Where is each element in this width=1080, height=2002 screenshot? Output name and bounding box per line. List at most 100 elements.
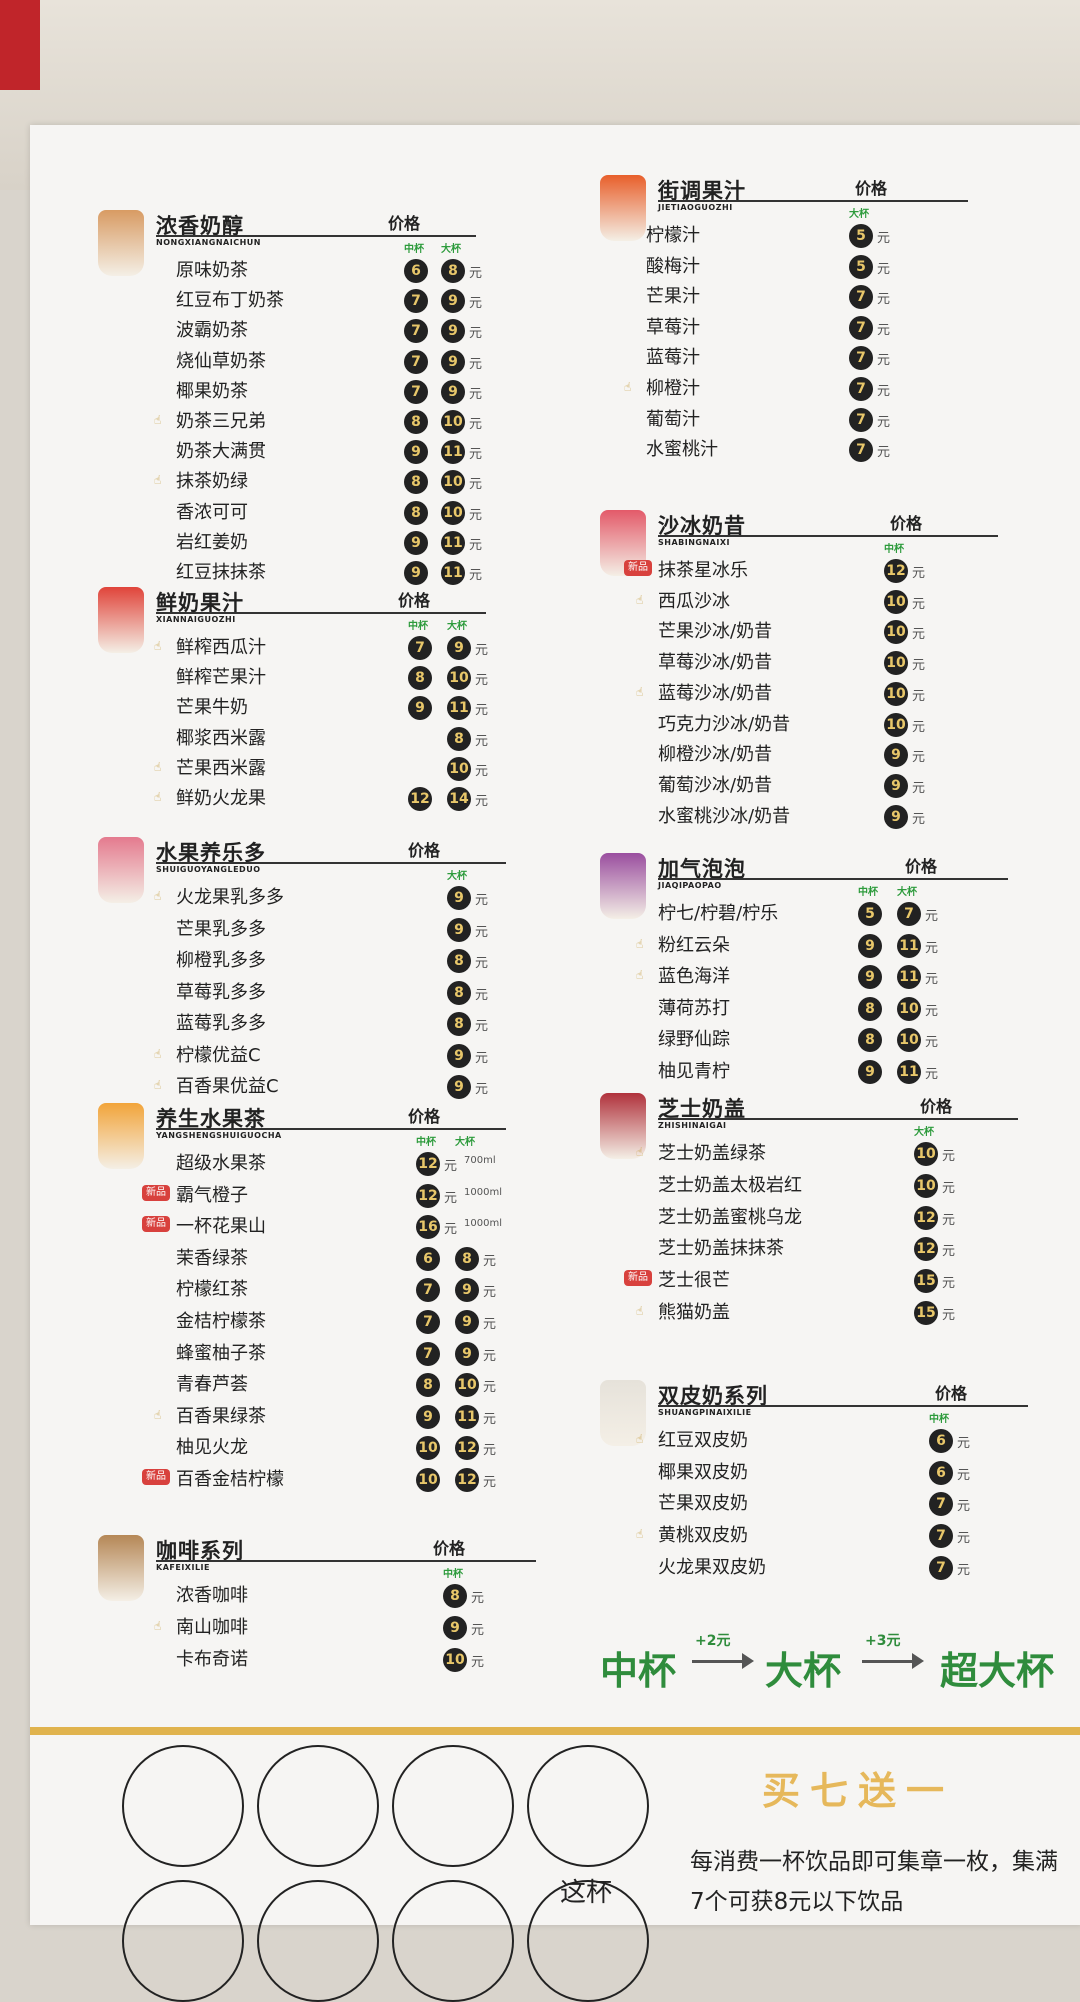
price-large: 10	[884, 620, 908, 645]
thumbs-up-icon: ☝	[154, 1046, 162, 1061]
item-name: 香浓可可	[176, 501, 248, 523]
price-large: 15	[914, 1301, 938, 1325]
currency-unit: 元	[877, 231, 891, 246]
price-medium: 5	[858, 902, 882, 926]
price-medium: 16	[416, 1215, 440, 1240]
menu-item-row: ☝ 红豆双皮奶 6 元	[600, 1426, 1080, 1453]
item-name: 蓝色海洋	[658, 966, 730, 988]
currency-unit: 元	[483, 1411, 497, 1427]
item-name: 波霸奶茶	[176, 320, 248, 342]
price-large: 9	[441, 349, 465, 374]
price-large: 9	[447, 917, 471, 942]
section-rule	[658, 200, 968, 202]
currency-unit: 元	[471, 1591, 485, 1606]
item-name: 浓香咖啡	[176, 1585, 248, 1606]
price-medium: 9	[404, 561, 428, 585]
item-name: 茉香绿茶	[176, 1247, 248, 1269]
menu-item-row: 蓝莓乳多多 8 元	[98, 1009, 658, 1036]
menu-item-row: ☝ 西瓜沙冰 10 元	[600, 587, 1080, 614]
price-large: 7	[849, 377, 873, 401]
item-name: 蓝莓汁	[646, 347, 700, 369]
price-large: 10	[897, 1028, 921, 1053]
menu-item-row: ☝ 黄桃双皮奶 7 元	[600, 1521, 1080, 1549]
section-title: 街调果汁	[658, 179, 746, 203]
section-drink-image	[98, 210, 144, 276]
cup-size-medium: 中杯	[600, 1649, 677, 1693]
menu-section-shuiguo: 水果养乐多 SHUIGUOYANGLEDUO 价格 大杯 ☝ 火龙果乳多多 9 元芒果乳多多 9…	[98, 837, 658, 1128]
menu-item-row: 草莓汁 7 元	[600, 313, 1080, 340]
menu-section-shuangpi: 双皮奶系列 SHUANGPINAIXILIE 价格 中杯 ☝ 红豆双皮奶 6 元椰果双皮奶 6 元…	[600, 1380, 1080, 1609]
cup-upgrade-strip: 中杯 +2元 大杯 +3元 超大杯	[600, 1633, 1070, 1710]
price-large: 10	[884, 651, 908, 676]
price-large: 9	[441, 319, 465, 344]
price-large: 10	[897, 996, 921, 1021]
item-name: 鲜榨西瓜汁	[176, 637, 266, 658]
section-pinyin: XIANNAIGUOZHI	[156, 615, 236, 624]
thumbs-up-icon: ☝	[154, 790, 162, 804]
price-large: 9	[441, 289, 465, 314]
thumbs-up-icon: ☝	[636, 968, 644, 983]
currency-unit: 元	[475, 643, 489, 658]
item-name: 红豆双皮奶	[658, 1430, 748, 1451]
thumbs-up-icon: ☝	[636, 1527, 644, 1542]
price-medium: 7	[416, 1310, 440, 1334]
currency-unit: 元	[475, 673, 489, 689]
currency-unit: 元	[475, 1050, 489, 1066]
gold-divider	[30, 1727, 1080, 1735]
thumbs-up-icon: ☝	[636, 1145, 644, 1159]
size-label: 大杯	[914, 1127, 934, 1138]
section-rule	[156, 1560, 536, 1562]
menu-item-row: 巧克力沙冰/奶昔 10 元	[600, 710, 1080, 737]
price-medium: 8	[443, 1584, 467, 1608]
new-item-badge: 新品	[624, 560, 652, 576]
menu-item-row: ☝ 蓝色海洋 9 11 元	[600, 962, 1080, 990]
price-medium: 6	[404, 259, 428, 283]
size-label: 中杯	[858, 887, 878, 898]
section-title: 加气泡泡	[658, 857, 746, 881]
price-large: 9	[447, 886, 471, 910]
thumbs-up-icon: ☝	[636, 936, 644, 951]
price-medium: 7	[404, 349, 428, 374]
menu-item-row: 新品 百香金桔柠檬 10 12 元	[98, 1465, 658, 1492]
price-large: 12	[455, 1468, 479, 1492]
menu-item-row: 芝士奶盖抹抹茶 12 元	[600, 1234, 1080, 1262]
menu-item-row: 卡布奇诺 10 元	[98, 1645, 658, 1672]
currency-unit: 元	[469, 568, 483, 583]
menu-item-row: ☝ 鲜榨西瓜汁 7 9 元	[98, 633, 658, 660]
volume-note: 700ml	[464, 1155, 496, 1166]
currency-unit: 元	[942, 1180, 956, 1196]
item-name: 芒果乳多多	[176, 918, 266, 940]
menu-section-kafei: 咖啡系列 KAFEIXILIE 价格 中杯 浓香咖啡 8 元 ☝ 南山咖啡 9 元卡布奇诺 10 元	[98, 1535, 658, 1701]
size-label: 大杯	[455, 1137, 475, 1148]
currency-unit: 元	[483, 1475, 497, 1490]
price-large: 11	[447, 696, 471, 721]
item-name: 柠檬汁	[646, 225, 700, 246]
price-medium: 6	[416, 1246, 440, 1271]
menu-item-row: 柚见青柠 9 11 元	[600, 1057, 1080, 1084]
currency-unit: 元	[471, 1655, 485, 1670]
price-large: 11	[441, 561, 465, 585]
price-large: 8	[447, 949, 471, 973]
price-large: 7	[897, 902, 921, 926]
item-name: 芒果沙冰/奶昔	[658, 621, 773, 643]
price-large: 5	[849, 224, 873, 248]
menu-section-jiaqi: 加气泡泡 JIAQIPAOPAO 价格 中杯 大杯 柠七/柠碧/柠乐 5 7 元 ☝ 粉红云朵 9 11…	[600, 853, 1080, 1113]
item-name: 草莓乳多多	[176, 981, 266, 1003]
price-medium: 9	[416, 1404, 440, 1429]
price-medium: 7	[408, 636, 432, 660]
currency-unit: 元	[942, 1276, 956, 1292]
price-large: 10	[914, 1173, 938, 1198]
section-drink-image	[98, 1535, 144, 1601]
section-title: 浓香奶醇	[156, 214, 244, 238]
price-large: 9	[447, 1075, 471, 1099]
menu-item-row: 奶茶大满贯 9 11 元	[98, 437, 658, 465]
item-name: 抹茶星冰乐	[658, 560, 748, 581]
item-name: 水蜜桃汁	[646, 439, 718, 461]
section-pinyin: SHABINGNAIXI	[658, 538, 730, 547]
currency-unit: 元	[957, 1499, 971, 1515]
menu-item-row: 金桔柠檬茶 7 9 元	[98, 1307, 658, 1334]
price-large: 10	[447, 756, 471, 781]
section-rule	[156, 235, 476, 237]
currency-unit: 元	[912, 596, 926, 612]
menu-item-row: 椰浆西米露 8 元	[98, 724, 658, 751]
